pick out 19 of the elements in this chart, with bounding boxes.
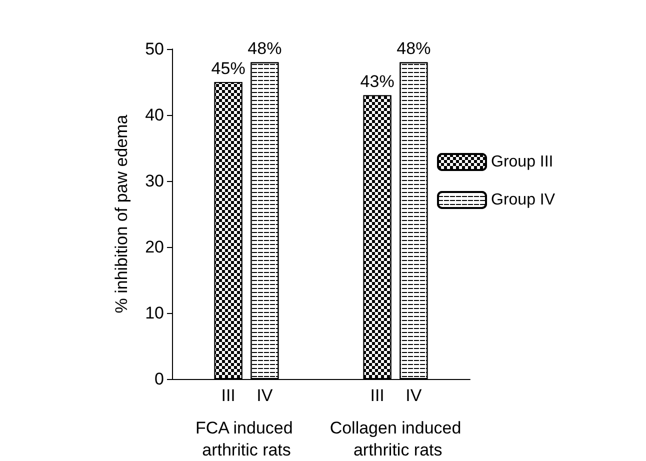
text: IV [256,386,274,405]
data-label: 43% [360,72,394,92]
x-tick-label: FCA induced arthritic rats [195,418,298,460]
legend-label: Group III [491,154,554,170]
y-tick-label: 40 [145,106,164,124]
legend-label: Group IV [491,192,556,208]
x-tick-label: Collagen induced arthritic rats [330,418,462,460]
y-axis-title: % inhibition of paw edema [112,114,131,314]
text: IV [406,386,422,405]
data-label: 48% [396,39,431,58]
y-tick-label: 20 [145,238,164,256]
text: III [370,386,384,405]
y-tick-label: 50 [145,40,164,58]
y-tick-label: 0 [154,370,164,388]
text: III [221,386,236,405]
y-tick-label: 10 [145,304,164,322]
y-tick-label: 30 [145,172,164,190]
data-label: 45% [211,59,246,78]
data-label: 48% [248,39,282,58]
